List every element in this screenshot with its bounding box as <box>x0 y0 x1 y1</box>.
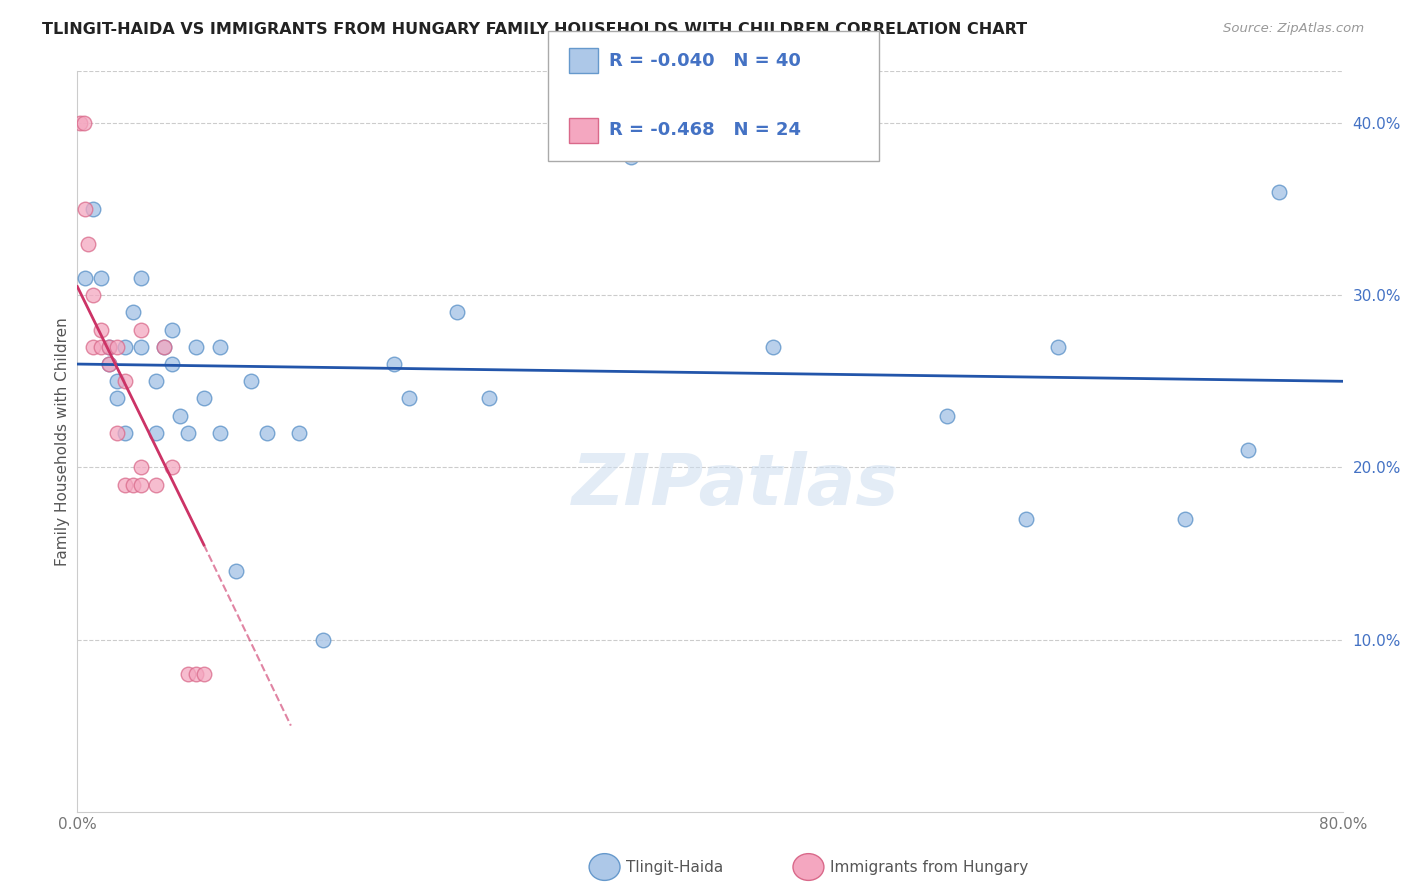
Point <box>98 340 120 354</box>
Point <box>446 305 468 319</box>
Point <box>105 340 128 354</box>
Point <box>69 116 91 130</box>
Point <box>1015 512 1038 526</box>
Point <box>90 271 112 285</box>
Point <box>121 477 143 491</box>
Y-axis label: Family Households with Children: Family Households with Children <box>55 318 70 566</box>
Point <box>208 425 231 440</box>
Point <box>98 340 120 354</box>
Text: Immigrants from Hungary: Immigrants from Hungary <box>830 860 1028 874</box>
Point <box>162 323 183 337</box>
Point <box>105 374 128 388</box>
Point <box>121 305 143 319</box>
Point <box>105 392 128 406</box>
Point <box>82 340 104 354</box>
Point <box>114 374 136 388</box>
Point <box>82 202 104 216</box>
Point <box>145 374 167 388</box>
Point <box>145 425 167 440</box>
Point <box>82 288 104 302</box>
Point <box>129 323 152 337</box>
Point <box>208 340 231 354</box>
Point <box>75 202 97 216</box>
Text: TLINGIT-HAIDA VS IMMIGRANTS FROM HUNGARY FAMILY HOUSEHOLDS WITH CHILDREN CORRELA: TLINGIT-HAIDA VS IMMIGRANTS FROM HUNGARY… <box>42 22 1028 37</box>
Point <box>153 340 176 354</box>
Point <box>177 667 200 681</box>
Point <box>398 392 420 406</box>
Point <box>1237 443 1260 458</box>
Point <box>478 392 501 406</box>
Point <box>129 460 152 475</box>
Point <box>75 271 97 285</box>
Point <box>153 340 176 354</box>
Text: R = -0.040   N = 40: R = -0.040 N = 40 <box>609 52 800 70</box>
Point <box>311 632 333 647</box>
Point <box>114 340 136 354</box>
Point <box>193 667 215 681</box>
Point <box>620 151 643 165</box>
Point <box>145 477 167 491</box>
Point <box>90 340 112 354</box>
Point <box>256 425 278 440</box>
Point <box>169 409 191 423</box>
Text: ZIPatlas: ZIPatlas <box>572 451 898 520</box>
Point <box>98 357 120 371</box>
Point <box>162 460 183 475</box>
Text: Source: ZipAtlas.com: Source: ZipAtlas.com <box>1223 22 1364 36</box>
Point <box>240 374 263 388</box>
Point <box>90 323 112 337</box>
Text: Tlingit-Haida: Tlingit-Haida <box>626 860 723 874</box>
Point <box>225 564 247 578</box>
Text: R = -0.468   N = 24: R = -0.468 N = 24 <box>609 121 801 139</box>
Point <box>105 425 128 440</box>
Point <box>1174 512 1197 526</box>
Point <box>1268 185 1291 199</box>
Point <box>114 425 136 440</box>
Point <box>184 667 207 681</box>
Point <box>129 271 152 285</box>
Point <box>184 340 207 354</box>
Point <box>129 340 152 354</box>
Point <box>98 357 120 371</box>
Point <box>762 340 785 354</box>
Point <box>177 425 200 440</box>
Point <box>1047 340 1070 354</box>
Point <box>288 425 311 440</box>
Point <box>77 236 100 251</box>
Point <box>129 477 152 491</box>
Point <box>73 116 96 130</box>
Point <box>114 477 136 491</box>
Point <box>193 392 215 406</box>
Point <box>382 357 405 371</box>
Point <box>936 409 959 423</box>
Point <box>162 357 183 371</box>
